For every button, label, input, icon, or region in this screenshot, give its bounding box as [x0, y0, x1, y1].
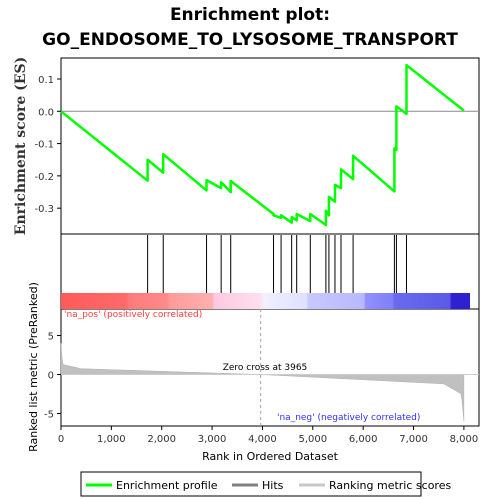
- es-y-tick-label: 0.0: [38, 107, 54, 118]
- neg-correlated-label: 'na_neg' (negatively correlated): [277, 413, 420, 423]
- chart-title-line2: GO_ENDOSOME_TO_LYSOSOME_TRANSPORT: [42, 30, 458, 50]
- x-tick-label: 3,000: [198, 434, 227, 445]
- x-tick-label: 6,000: [349, 434, 378, 445]
- pos-correlated-label: 'na_pos' (positively correlated): [64, 310, 202, 320]
- es-y-tick-label: -0.3: [34, 204, 54, 215]
- x-ticks: 0 1,000 2,000 3,000 4,000 5,000 6,000 7,000 8,00…: [58, 426, 478, 445]
- rank-color-bar: [61, 293, 470, 309]
- es-y-tick-label: 0.1: [38, 75, 54, 86]
- x-tick-label: 0: [58, 434, 64, 445]
- es-profile-line: [60, 63, 465, 227]
- x-tick-label: 4,000: [248, 434, 277, 445]
- metric-panel-frame: [60, 308, 480, 427]
- legend-metric-label: Ranking metric scores: [329, 479, 451, 492]
- metric-y-tick-label: -5: [44, 410, 54, 421]
- x-tick-label: 8,000: [450, 434, 479, 445]
- legend-hits-label: Hits: [262, 479, 284, 492]
- chart-title-line1: Enrichment plot:: [170, 5, 330, 25]
- metric-y-tick-label: 0: [48, 371, 54, 382]
- x-tick-label: 7,000: [399, 434, 428, 445]
- metric-y-ticks: -5 0 5: [44, 332, 61, 421]
- x-tick-label: 1,000: [97, 434, 126, 445]
- es-panel-frame: [60, 57, 480, 235]
- x-tick-label: 5,000: [298, 434, 327, 445]
- metric-y-tick-label: 5: [48, 332, 54, 343]
- metric-y-axis-label: Ranked list metric (PreRanked): [27, 282, 40, 452]
- es-y-tick-label: -0.1: [34, 140, 54, 151]
- es-y-tick-label: -0.2: [34, 172, 54, 183]
- es-line-group: [60, 63, 465, 227]
- zero-cross-label: Zero cross at 3965: [223, 363, 308, 373]
- metric-area: [60, 309, 479, 426]
- es-y-axis-label: Enrichment score (ES): [13, 57, 29, 235]
- x-tick-label: 2,000: [147, 434, 176, 445]
- x-axis-label: Rank in Ordered Dataset: [202, 450, 339, 463]
- legend-enrichment-label: Enrichment profile: [116, 479, 218, 492]
- hit-lines: [147, 235, 407, 293]
- legend: Enrichment profile Hits Ranking metric s…: [80, 471, 451, 497]
- es-y-ticks: -0.3 -0.2 -0.1 0.0 0.1: [34, 75, 61, 215]
